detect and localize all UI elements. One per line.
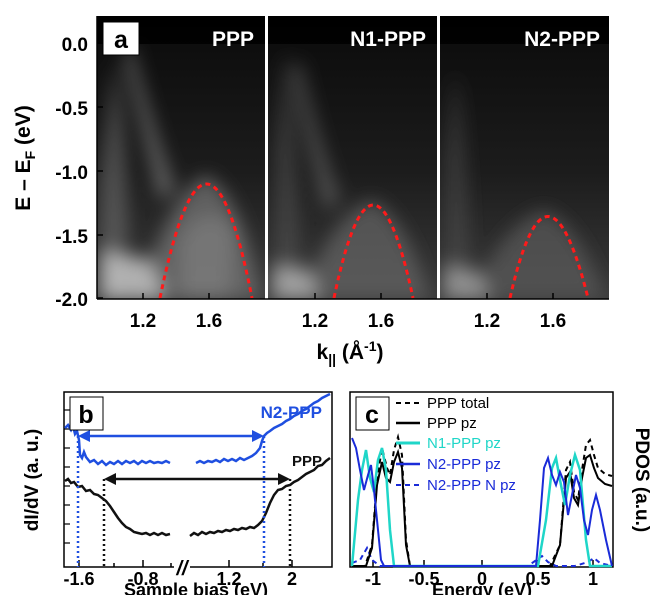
xtick-label: -1.6 [63,569,94,589]
legend-entry: N2-PPP pz [427,456,501,473]
xtick-label: 1.2 [130,311,156,332]
panel-b: // b N2-PPP PPP -1.6 -0.8 1.2 2 dI/dV (a… [22,391,333,595]
gap-arrow-ppp [104,473,290,485]
series-label-ppp: PPP [292,453,322,470]
band-fit-n1-ppp [332,203,415,299]
xtick-label: 1.6 [540,311,566,332]
xtick-label: 0 [477,569,487,589]
panel-c: c PPP total PPP pz N1-PPP pz N2-PPP pz N… [349,391,651,595]
xtick-label: 1.6 [196,311,222,332]
band-fit-n2-ppp [508,215,590,299]
panel-b-xlabel: Sample bias (eV) [124,580,268,595]
xtick-label: 1.6 [368,311,394,332]
panel-c-label: c [365,401,379,429]
pdos-n1-ppp-pz [350,447,612,568]
panel-c-legend: PPP total PPP pz N1-PPP pz N2-PPP pz N2-… [396,395,516,494]
xtick-label: 0.5 [525,569,550,589]
panel-c-ylabel: PDOS (a.u.) [631,428,651,533]
pdos-n2-ppp-pz [351,437,613,567]
xtick-label: -1 [365,569,381,589]
arpes-map-ppp [97,16,265,299]
subpanel-title-n1-ppp: N1-PPP [350,28,426,51]
xtick-label: 1.2 [474,311,500,332]
legend-entry: PPP total [427,395,489,412]
panel-c-xlabel: Energy (eV) [432,580,532,595]
panel-a-yticks: 0.0 -0.5 -1.0 -1.5 -2.0 [55,35,103,311]
panel-a-label: a [114,26,129,54]
panel-c-label-box [355,396,390,431]
ytick-label: 0.0 [62,35,88,56]
subpanel-title-ppp: PPP [212,28,254,51]
arpes-map-n1-ppp [268,16,437,299]
panel-a-xticks: 1.2 1.6 1.2 1.6 1.2 1.6 [130,293,566,332]
ytick-label: -2.0 [55,290,88,311]
series-label-n2-ppp: N2-PPP [261,403,322,422]
panel-b-label-box [69,396,104,431]
panel-a-ylabel: E – EF (eV) [12,105,38,210]
xtick-label: 1 [588,569,598,589]
legend-entry: N2-PPP N pz [427,477,516,494]
xtick-label: 1.2 [216,569,241,589]
ytick-label: -0.5 [55,99,88,120]
band-fit-ppp [158,182,254,299]
panel-a-xlabel: k|| (Å-1) [317,338,384,367]
panel-b-label: b [78,401,93,429]
gap-edge-markers [76,436,292,567]
legend-entry: N1-PPP pz [427,435,501,452]
stm-trace-ppp [64,457,331,537]
subpanel-title-n2-ppp: N2-PPP [524,28,600,51]
panel-a-label-box [102,21,140,56]
arpes-map-n2-ppp [440,16,609,299]
panel-b-ylabel: dI/dV (a. u.) [22,429,43,531]
pdos-ppp-pz [352,448,613,567]
xtick-label: -0.8 [127,569,158,589]
gap-arrow-n2-ppp [78,430,264,442]
xtick-label: 2 [287,569,297,589]
axis-break-mark: // [175,558,190,580]
ytick-label: -1.0 [55,163,88,184]
xtick-label: -0.5 [408,569,439,589]
xtick-label: 1.2 [302,311,328,332]
ytick-label: -1.5 [55,227,88,248]
stm-trace-n2-ppp [64,392,331,467]
legend-entry: PPP pz [427,415,477,432]
panel-a: a PPP N1-PPP N2-PPP 0.0 -0.5 -1.0 -1.5 -… [12,16,609,367]
